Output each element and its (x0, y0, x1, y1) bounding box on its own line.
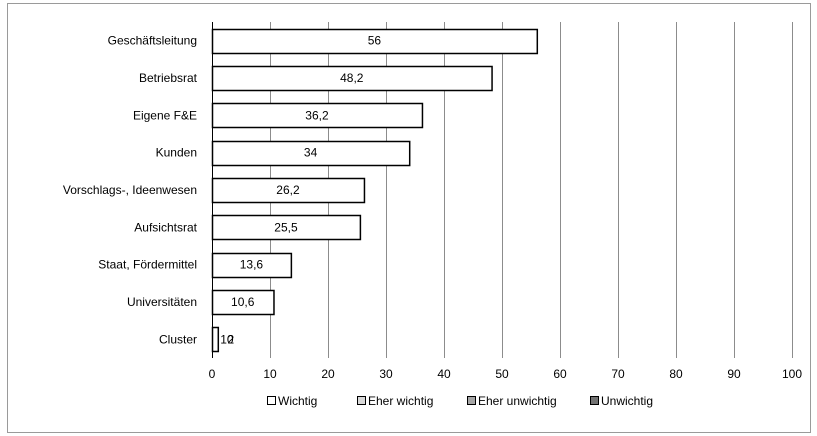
data-label-overlap: 2 (228, 332, 235, 346)
legend: Wichtig Eher wichtig Eher unwichtig Unwicht… (267, 394, 653, 408)
x-tick-label: 90 (727, 367, 741, 381)
legend-label: Unwichtig (601, 394, 653, 408)
data-label: 36,2 (305, 108, 329, 122)
legend-item-eher-wichtig: Eher wichtig (357, 394, 433, 408)
legend-swatch (267, 396, 276, 405)
data-label: 10,6 (231, 295, 255, 309)
category-label-universitäten: Universitäten (127, 295, 197, 309)
legend-swatch (357, 396, 366, 405)
x-tick-label: 20 (321, 367, 335, 381)
category-label-betriebsrat: Betriebsrat (139, 71, 198, 85)
bar-cluster (211, 326, 220, 353)
data-label: 10 (220, 332, 234, 346)
legend-item-wichtig: Wichtig (267, 394, 317, 408)
x-tick-label: 70 (611, 367, 625, 381)
x-tick-label: 30 (379, 367, 393, 381)
bars (211, 28, 539, 353)
data-label: 56 (368, 34, 382, 48)
data-label: 26,2 (276, 183, 300, 197)
category-label-eigene-f-e: Eigene F&E (133, 108, 197, 122)
category-label-cluster: Cluster (159, 332, 197, 346)
x-tick-label: 60 (553, 367, 567, 381)
x-tick-label: 0 (209, 367, 216, 381)
legend-item-unwichtig: Unwichtig (590, 394, 653, 408)
bar-universitäten (211, 289, 275, 316)
x-tick-label: 40 (437, 367, 451, 381)
category-label-staat-fördermittel: Staat, Fördermittel (98, 258, 197, 272)
x-tick-label: 10 (263, 367, 277, 381)
data-labels: 56 48,2 36,2 34 26,2 25,5 13,6 10,6 102 (220, 34, 381, 347)
legend-swatch (467, 396, 476, 405)
bar-staat-fördermittel (211, 252, 293, 279)
legend-label: Eher unwichtig (478, 394, 557, 408)
legend-label: Eher wichtig (368, 394, 433, 408)
data-label: 13,6 (240, 258, 264, 272)
legend-label: Wichtig (278, 394, 317, 408)
category-label-kunden: Kunden (156, 146, 197, 160)
category-label-geschäftsleitung: Geschäftsleitung (108, 34, 197, 48)
category-label-aufsichtsrat: Aufsichtsrat (134, 220, 197, 234)
category-label-vorschlags-ideenwesen: Vorschlags-, Ideenwesen (63, 183, 197, 197)
bar-aufsichtsrat (211, 214, 362, 241)
data-label: 48,2 (340, 71, 364, 85)
data-label: 25,5 (274, 220, 298, 234)
legend-item-eher-unwichtig: Eher unwichtig (467, 394, 557, 408)
data-label: 34 (304, 146, 318, 160)
category-labels: Geschäftsleitung Betriebsrat Eigene F&E Kun… (63, 34, 198, 347)
legend-swatch (590, 396, 599, 405)
x-tick-labels: 0 10 20 30 40 50 60 70 80 90 100 (209, 367, 803, 381)
x-tick-label: 80 (669, 367, 683, 381)
x-tick-label: 50 (495, 367, 509, 381)
x-tick-label: 100 (782, 367, 802, 381)
